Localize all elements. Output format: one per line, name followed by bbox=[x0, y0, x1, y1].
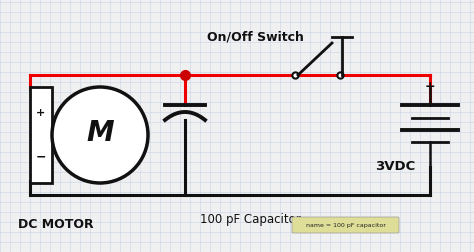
Text: 3VDC: 3VDC bbox=[375, 161, 415, 173]
Text: name = 100 pF capacitor: name = 100 pF capacitor bbox=[306, 223, 385, 228]
Text: DC MOTOR: DC MOTOR bbox=[18, 217, 94, 231]
Text: On/Off Switch: On/Off Switch bbox=[207, 30, 303, 44]
Circle shape bbox=[52, 87, 148, 183]
Text: M: M bbox=[86, 119, 114, 147]
Text: −: − bbox=[36, 150, 46, 164]
Text: +: + bbox=[36, 108, 46, 118]
FancyBboxPatch shape bbox=[292, 217, 399, 233]
Text: +: + bbox=[425, 80, 435, 93]
Text: 100 pF Capacitor: 100 pF Capacitor bbox=[200, 213, 301, 227]
Bar bbox=[30, 87, 52, 183]
